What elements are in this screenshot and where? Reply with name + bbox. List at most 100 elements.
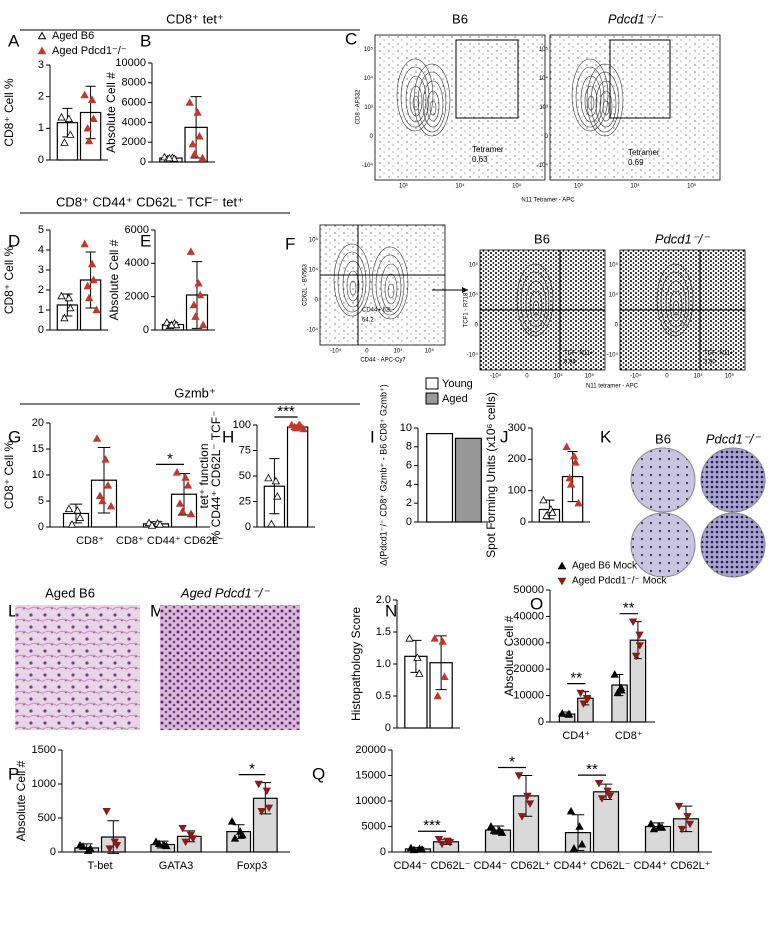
y-tick-label: 10 xyxy=(400,422,412,434)
y-axis-label: CD8⁺ Cell % xyxy=(2,441,16,510)
data-point xyxy=(613,688,622,697)
bar xyxy=(454,437,482,523)
y-axis-label: Absolute Cell # xyxy=(107,239,121,320)
data-point xyxy=(175,499,185,507)
y-tick-label: 10000 xyxy=(115,57,146,69)
flow-tick-label: 10⁵ xyxy=(364,46,374,53)
y-tick-label: 30000 xyxy=(513,637,544,649)
y-tick-label: 4 xyxy=(38,244,44,256)
data-point xyxy=(542,511,551,519)
data-point xyxy=(195,131,204,140)
panel-letter: A xyxy=(8,31,20,50)
panel-letter: N xyxy=(385,601,397,620)
y-tick-label: 0 xyxy=(50,846,56,858)
data-point xyxy=(489,826,499,834)
data-point xyxy=(165,153,174,162)
section-header: CD8⁺ tet⁺ xyxy=(166,11,224,26)
data-point xyxy=(417,845,427,853)
data-point xyxy=(86,844,95,852)
data-point xyxy=(112,842,122,850)
data-point xyxy=(433,691,442,700)
data-point xyxy=(87,95,97,104)
y-tick-label: 2000 xyxy=(125,291,149,303)
legend-swatch xyxy=(425,377,439,390)
flow-axis-label: CD8 - AF532 xyxy=(356,89,362,124)
gate-value: 64.2 xyxy=(362,318,374,324)
data-point xyxy=(574,498,583,507)
x-tick-label: CD44⁻ CD62L⁺ xyxy=(473,860,550,872)
data-point xyxy=(564,709,574,718)
flow-tick-label: 10⁵ xyxy=(725,373,735,380)
histology-image xyxy=(15,605,140,730)
flow-tick-label: -10⁴ xyxy=(330,348,342,355)
data-point xyxy=(405,634,414,642)
y-tick-label: 500 xyxy=(38,812,56,824)
data-point xyxy=(486,822,496,830)
data-point xyxy=(188,139,197,148)
flow-tick-label: 10⁵ xyxy=(687,183,697,190)
data-point xyxy=(291,423,301,432)
data-point xyxy=(677,825,687,834)
legend-marker xyxy=(557,577,567,586)
data-point xyxy=(78,842,88,850)
data-point xyxy=(437,840,447,849)
flow-tick-label: 10⁵ xyxy=(585,373,595,380)
data-point xyxy=(649,824,659,833)
panel-letter: K xyxy=(600,427,612,446)
data-point xyxy=(230,834,240,842)
y-tick-label: 0 xyxy=(385,722,391,734)
bar xyxy=(592,791,620,853)
y-tick-label: 1500 xyxy=(32,744,56,756)
data-point xyxy=(181,473,190,481)
bar xyxy=(426,433,454,523)
legend-label: Aged Pdcd1⁻/⁻ Mock xyxy=(572,576,667,587)
data-point xyxy=(409,845,419,854)
y-tick-label: 0 xyxy=(538,716,544,728)
y-tick-label: 4000 xyxy=(125,257,149,269)
flow-tick-label: 10⁴ xyxy=(469,292,479,299)
data-point xyxy=(183,481,193,489)
data-point xyxy=(172,468,182,476)
data-point xyxy=(430,634,439,642)
y-tick-label: 1 xyxy=(38,304,44,316)
y-axis-label: Absolute Cell # xyxy=(104,72,118,153)
data-point xyxy=(631,652,641,661)
data-point xyxy=(262,787,271,796)
histology-image xyxy=(160,605,300,730)
data-point xyxy=(517,813,527,821)
significance-label: * xyxy=(509,753,515,770)
flow-axis-label: N11 Tetramer - APC xyxy=(521,198,575,204)
panel-letter: C xyxy=(345,29,357,48)
data-point xyxy=(188,835,198,843)
flow-tick-label: 10⁴ xyxy=(455,183,465,190)
data-point xyxy=(646,819,656,828)
flow-tick-label: -10⁴ xyxy=(630,373,642,380)
panel-letter: P xyxy=(8,764,19,783)
panel-letter: L xyxy=(8,601,17,620)
y-tick-label: 20 xyxy=(32,417,44,429)
section-header: Gzmb⁺ xyxy=(174,385,216,400)
y-tick-label: 2.0 xyxy=(376,594,391,606)
data-point xyxy=(445,839,455,847)
data-point xyxy=(569,844,579,852)
data-point xyxy=(102,808,111,816)
y-tick-label: 0 xyxy=(245,521,251,533)
data-point xyxy=(60,138,69,146)
y-tick-label: 4 xyxy=(406,478,412,490)
data-point xyxy=(566,806,576,815)
data-point xyxy=(635,631,644,640)
data-point xyxy=(185,98,194,106)
gate-value: 0.63 xyxy=(472,155,488,164)
legend-label: Young xyxy=(442,378,473,390)
data-point xyxy=(413,653,422,661)
data-point xyxy=(610,670,619,678)
data-point xyxy=(438,637,447,645)
y-tick-label: 2 xyxy=(38,284,44,296)
gate-label: CD44+ 62L- xyxy=(362,308,395,314)
panel-letter: E xyxy=(140,231,151,250)
x-tick-label: CD8⁺ xyxy=(76,535,104,547)
flow-axis-label: TCF1 - R718 xyxy=(464,292,470,327)
x-tick-label: CD44⁻ CD62L⁻ xyxy=(393,860,470,872)
x-tick-label: Foxp3 xyxy=(237,860,268,872)
data-point xyxy=(84,136,94,145)
